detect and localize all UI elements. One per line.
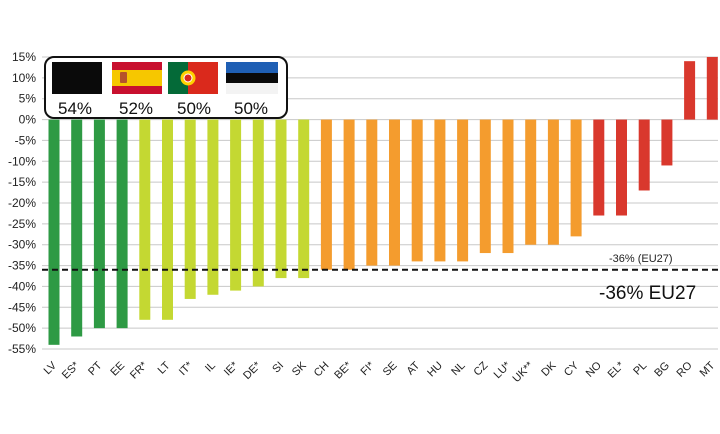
x-tick-label: CH: [312, 360, 332, 380]
inset-value-1: 54%: [58, 99, 92, 118]
portugal-flag: [168, 62, 218, 94]
x-tick-label: IT*: [177, 359, 196, 378]
x-tick-label: NL: [449, 360, 467, 378]
x-tick-label: PL: [631, 360, 649, 378]
x-tick-label: BG: [652, 360, 672, 380]
x-tick-label: IL: [203, 360, 218, 375]
y-tick-label: -10%: [8, 154, 36, 168]
bar-mt: [706, 57, 718, 120]
black-flag: [52, 62, 102, 94]
bar-it: [184, 119, 196, 299]
x-tick-label: CY: [562, 359, 582, 379]
bar-cz: [479, 119, 491, 254]
x-tick-label: FI*: [358, 359, 377, 378]
x-tick-label: NO: [584, 359, 604, 379]
x-tick-label: UK**: [510, 359, 536, 385]
bar-il: [207, 119, 219, 295]
y-tick-label: -45%: [8, 300, 36, 314]
bar-ee: [116, 119, 128, 329]
bar-fr: [139, 119, 151, 320]
bar-bg: [661, 119, 673, 166]
x-tick-label: LT: [156, 359, 173, 376]
bar-el: [616, 119, 627, 216]
bar-ch: [320, 119, 332, 270]
y-tick-label: -15%: [8, 175, 36, 189]
bar-at: [411, 119, 423, 262]
x-tick-label: IE*: [222, 359, 241, 378]
bar-de: [252, 119, 264, 287]
x-tick-label: HU: [425, 360, 445, 380]
x-tick-label: DE*: [241, 359, 264, 382]
x-tick-label: MT: [698, 359, 718, 379]
bars: [48, 57, 718, 345]
x-tick-label: RO: [675, 359, 695, 379]
estonia-flag: [226, 62, 278, 94]
x-tick-label: SE: [381, 360, 400, 379]
x-tick-label: BE*: [332, 359, 354, 381]
bar-fi: [366, 119, 378, 266]
bar-lu: [502, 119, 514, 254]
x-tick-label: SK: [290, 359, 309, 378]
flag-inset: 54% 52% 50% 50%: [44, 56, 288, 119]
bar-be: [343, 119, 355, 270]
bar-ie: [230, 119, 242, 291]
bar-hu: [434, 119, 446, 262]
bar-uk: [525, 119, 537, 245]
bar-sk: [298, 119, 310, 279]
bar-nl: [457, 119, 469, 262]
y-tick-label: -30%: [8, 238, 36, 252]
bar-dk: [547, 119, 559, 245]
y-tick-label: 15%: [12, 50, 36, 64]
x-axis-labels: LV ES* PT EE FR* LT IT* IL IE* DE* SI SK CH BE* FI* SE A…: [42, 359, 718, 385]
bar-pl: [638, 119, 650, 191]
x-tick-label: EE: [108, 360, 127, 379]
grid-lines: [42, 56, 718, 350]
y-axis-ticks: 15% 10% 5% 0% -5% -10% -15% -20% -25% -30% -35% -40…: [8, 50, 36, 356]
x-tick-label: LV: [42, 359, 60, 377]
x-tick-label: LU*: [492, 359, 514, 381]
bar-se: [389, 119, 400, 266]
bar-lv: [48, 119, 60, 345]
x-tick-label: ES*: [60, 359, 82, 381]
x-tick-label: CZ: [472, 359, 491, 378]
bar-es: [71, 119, 83, 337]
x-tick-label: FR*: [128, 359, 150, 381]
x-tick-label: SI: [270, 360, 286, 376]
y-tick-label: -50%: [8, 321, 36, 335]
y-tick-label: -55%: [8, 342, 36, 356]
inset-value-3: 50%: [177, 99, 211, 118]
bar-ro: [684, 61, 696, 120]
bar-lt: [162, 119, 173, 320]
reference-label-big: -36% EU27: [599, 283, 696, 304]
spain-flag: [112, 62, 162, 94]
y-tick-label: -35%: [8, 259, 36, 273]
y-tick-label: 5%: [19, 92, 37, 106]
y-tick-label: 0%: [19, 113, 37, 127]
bar-no: [593, 119, 605, 216]
y-tick-label: -40%: [8, 279, 36, 293]
inset-value-4: 50%: [234, 99, 268, 118]
bar-pt: [93, 119, 105, 329]
reference-label-small: -36% (EU27): [609, 253, 673, 265]
x-tick-label: PT: [86, 359, 105, 378]
y-tick-label: -20%: [8, 196, 36, 210]
bar-si: [275, 119, 287, 279]
inset-value-2: 52%: [119, 99, 153, 118]
x-tick-label: AT: [404, 359, 422, 377]
y-tick-label: 10%: [12, 71, 36, 85]
x-tick-label: EL*: [606, 359, 628, 381]
x-tick-label: DK: [539, 359, 559, 379]
y-tick-label: -5%: [15, 133, 37, 147]
y-tick-label: -25%: [8, 217, 36, 231]
bar-cy: [570, 119, 582, 237]
